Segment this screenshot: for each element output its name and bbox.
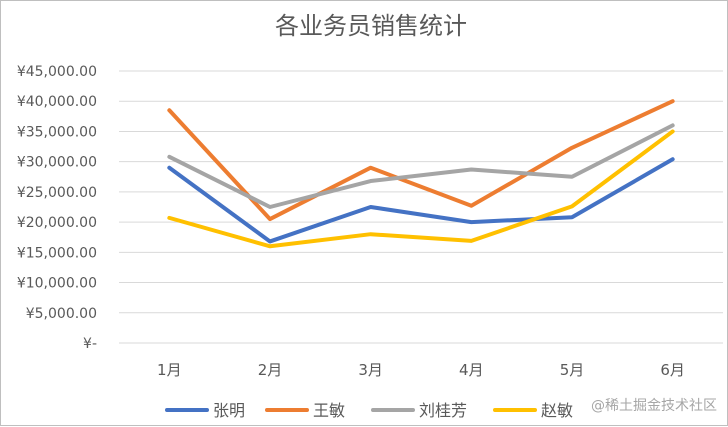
y-tick-label: ¥15,000.00	[17, 245, 97, 261]
y-tick-label: ¥10,000.00	[17, 276, 97, 292]
y-tick-label: ¥45,000.00	[17, 64, 97, 80]
x-tick-label: 4月	[459, 361, 484, 379]
series-line-张明	[167, 157, 675, 244]
legend-label: 王敏	[313, 401, 345, 420]
series-lines	[167, 99, 675, 249]
chart-title: 各业务员销售统计	[275, 12, 467, 40]
gridlines	[119, 70, 723, 344]
x-tick-label: 5月	[560, 361, 585, 379]
y-axis-tick-labels: ¥- ¥5,000.00 ¥10,000.00 ¥15,000.00 ¥20,000.0…	[17, 64, 97, 352]
legend: 张明 王敏 刘桂芳 赵敏	[165, 401, 573, 420]
y-tick-label: ¥40,000.00	[17, 94, 97, 110]
y-tick-label: ¥-	[83, 336, 97, 352]
series-line-王敏	[167, 99, 675, 222]
x-tick-label: 2月	[258, 361, 283, 379]
x-tick-label: 3月	[358, 361, 383, 379]
y-tick-label: ¥35,000.00	[17, 124, 97, 140]
x-tick-label: 6月	[660, 361, 685, 379]
series-line-赵敏	[167, 129, 675, 249]
x-tick-label: 1月	[157, 361, 182, 379]
y-tick-label: ¥30,000.00	[17, 155, 97, 171]
x-axis-tick-labels: 1月 2月 3月 4月 5月 6月	[157, 361, 685, 379]
y-tick-label: ¥25,000.00	[17, 185, 97, 201]
legend-label: 赵敏	[541, 401, 573, 420]
legend-label: 张明	[213, 401, 245, 420]
watermark-text: @稀土掘金技术社区	[591, 398, 717, 414]
series-line-刘桂芳	[167, 123, 675, 209]
y-tick-label: ¥5,000.00	[26, 306, 97, 322]
y-tick-label: ¥20,000.00	[17, 215, 97, 231]
legend-label: 刘桂芳	[419, 401, 467, 420]
